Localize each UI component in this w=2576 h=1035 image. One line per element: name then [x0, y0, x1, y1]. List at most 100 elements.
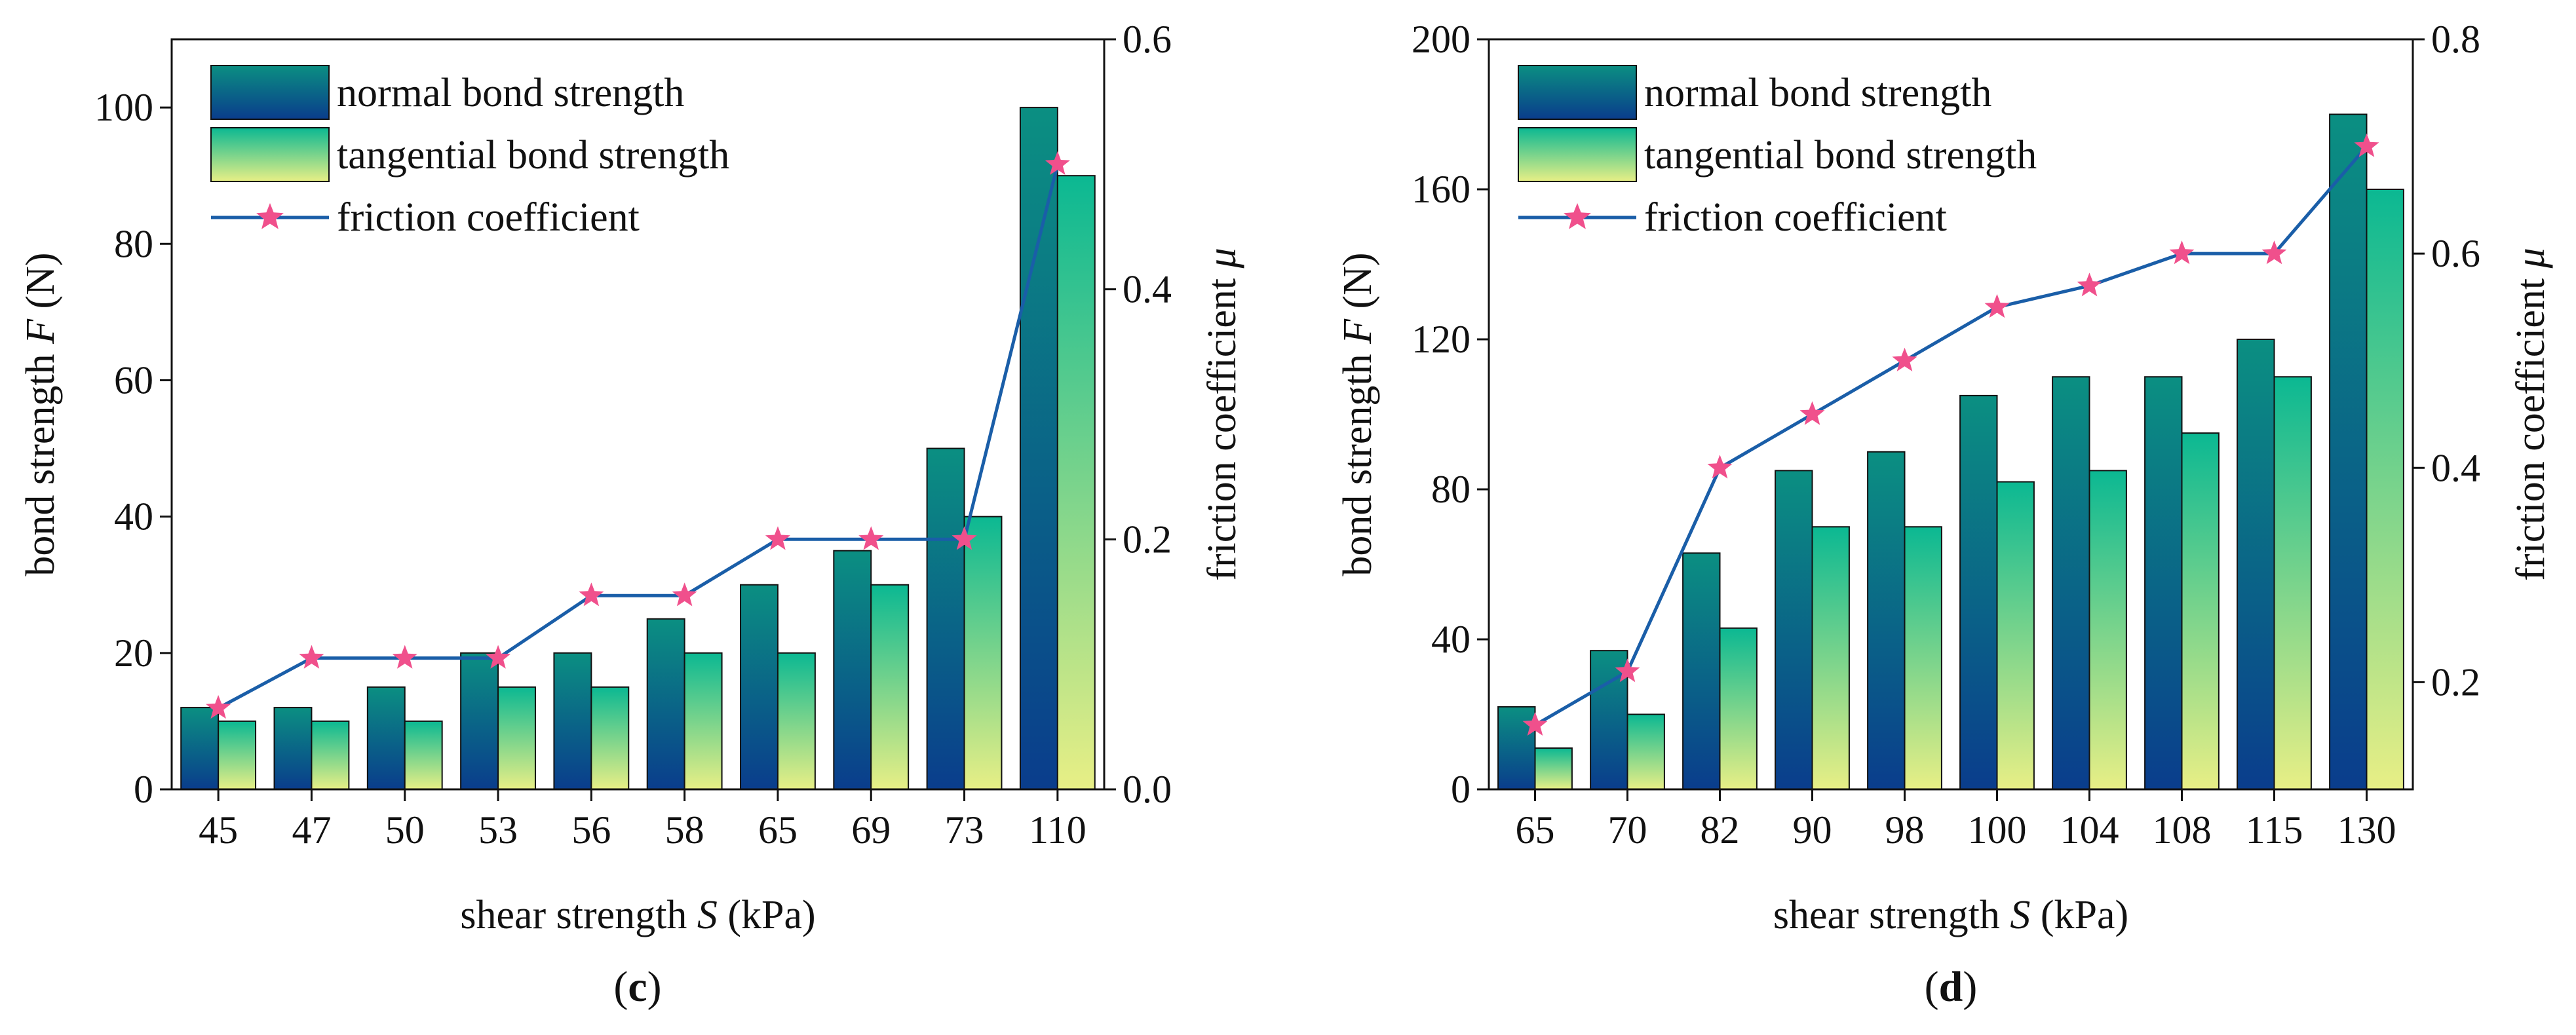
x-axis-title: shear strength S (kPa): [1773, 893, 2128, 937]
bar-tangential-130: [2366, 189, 2404, 790]
friction-point-58: [672, 582, 697, 607]
bar-tangential-82: [1719, 627, 1758, 791]
x-tick-label: 130: [2337, 808, 2396, 852]
x-tick-label: 53: [478, 808, 518, 852]
bar-normal-104: [2052, 376, 2090, 790]
bar-normal-98: [1867, 451, 1906, 790]
x-tick-label: 73: [945, 808, 984, 852]
bar-tangential-115: [2273, 376, 2312, 790]
bar-normal-90: [1775, 470, 1813, 790]
bar-tangential-47: [311, 720, 350, 790]
panel-label: (d): [1925, 963, 1978, 1011]
x-tick-label: 115: [2246, 808, 2303, 852]
friction-point-70: [1615, 658, 1640, 683]
bar-tangential-56: [590, 686, 630, 791]
bar-tangential-90: [1811, 526, 1850, 790]
y-tick-label: 0: [134, 768, 153, 811]
y-axis-title: bond strength F (N): [1336, 252, 1380, 576]
bar-normal-115: [2237, 339, 2275, 790]
bar-normal-100: [1959, 394, 1998, 790]
bar-normal-47: [273, 707, 313, 791]
x-tick-label: 47: [292, 808, 331, 852]
x-tick-label: 58: [665, 808, 704, 852]
bar-normal-53: [460, 652, 499, 790]
friction-point-47: [299, 645, 324, 669]
bar-normal-110: [1019, 107, 1058, 790]
x-tick-label: 45: [199, 808, 238, 852]
legend-swatch-tangential: [1518, 127, 1637, 182]
legend-label: friction coefficient: [1644, 195, 1947, 240]
x-tick-label: 82: [1701, 808, 1740, 852]
friction-point-100: [1984, 293, 2010, 318]
y-tick-label: 160: [1412, 168, 1471, 211]
x-axis-title: shear strength S (kPa): [460, 893, 815, 937]
bar-tangential-108: [2181, 432, 2220, 790]
legend-label: tangential bond strength: [1644, 133, 2037, 178]
chart-panel-d: 0 40 80 120 160 200 0.2 0.4 0.6 0.8 65 70 82 90 98 100 1…: [1336, 18, 2553, 1011]
friction-point-53: [486, 645, 511, 669]
friction-line: [217, 164, 1060, 710]
bar-normal-65: [1497, 706, 1536, 791]
bar-normal-73: [926, 447, 965, 790]
friction-point-110: [1045, 151, 1070, 175]
y-tick-label: 120: [1412, 318, 1471, 361]
bar-tangential-73: [963, 516, 1003, 790]
y2-tick-label: 0.0: [1123, 768, 1172, 811]
legend-swatch-tangential: [210, 127, 330, 182]
x-tick-label: 56: [571, 808, 611, 852]
legend-swatch-normal: [1518, 65, 1637, 120]
y2-axis-title: friction coefficient μ: [2509, 248, 2553, 581]
y-tick-label: 60: [114, 358, 153, 402]
bar-tangential-65: [777, 652, 816, 790]
x-tick-label: 69: [851, 808, 891, 852]
y-tick-label: 0: [1451, 768, 1471, 811]
bar-normal-69: [833, 550, 872, 790]
panel-label: (c): [613, 963, 661, 1011]
legend-label: friction coefficient: [337, 195, 640, 240]
friction-point-56: [579, 582, 604, 607]
y2-tick-label: 0.6: [1123, 18, 1172, 61]
legend-star-icon: [256, 203, 284, 229]
bar-normal-50: [366, 686, 406, 791]
bar-tangential-50: [404, 720, 443, 790]
y2-axis-title: friction coefficient μ: [1200, 248, 1244, 581]
plot-frame: [1488, 38, 2414, 791]
bar-tangential-100: [1996, 481, 2035, 790]
bar-normal-108: [2144, 376, 2183, 790]
legend-label: normal bond strength: [1644, 71, 1991, 115]
friction-point-73: [952, 526, 977, 550]
y2-tick-label: 0.4: [2431, 446, 2480, 489]
x-tick-label: 90: [1793, 808, 1832, 852]
friction-point-98: [1892, 347, 1917, 371]
bar-tangential-98: [1904, 526, 1942, 790]
x-tick-label: 110: [1029, 808, 1086, 852]
y-tick-label: 80: [114, 222, 153, 265]
y-tick-label: 200: [1412, 18, 1471, 61]
y2-tick-label: 0.2: [2431, 660, 2480, 704]
x-tick-label: 65: [1516, 808, 1555, 852]
y-tick-label: 40: [114, 495, 153, 538]
y-tick-label: 100: [94, 86, 153, 129]
y-tick-label: 40: [1431, 618, 1471, 661]
x-tick-label: 98: [1885, 808, 1925, 852]
bar-tangential-45: [218, 720, 257, 790]
friction-point-108: [2169, 240, 2195, 265]
friction-point-50: [392, 645, 417, 669]
bar-tangential-104: [2088, 470, 2127, 790]
y2-tick-label: 0.2: [1123, 518, 1172, 561]
bar-normal-45: [180, 707, 220, 791]
friction-point-115: [2261, 240, 2287, 265]
chart-panel-c: 0 20 40 60 80 100 0.0 0.2 0.4 0.6 45 47 50 53 56 58 65 69…: [18, 18, 1244, 1011]
bar-normal-82: [1682, 552, 1721, 790]
legend: normal bond strength tangential bond stre…: [1518, 65, 2037, 240]
bar-tangential-53: [497, 686, 536, 791]
legend-star-icon: [1564, 203, 1591, 229]
bar-normal-65: [740, 584, 779, 791]
bar-normal-58: [646, 618, 685, 790]
friction-point-130: [2354, 133, 2379, 157]
x-tick-label: 70: [1608, 808, 1647, 852]
y2-tick-label: 0.4: [1123, 268, 1172, 311]
legend-swatch-normal: [210, 65, 330, 120]
x-tick-label: 50: [385, 808, 425, 852]
